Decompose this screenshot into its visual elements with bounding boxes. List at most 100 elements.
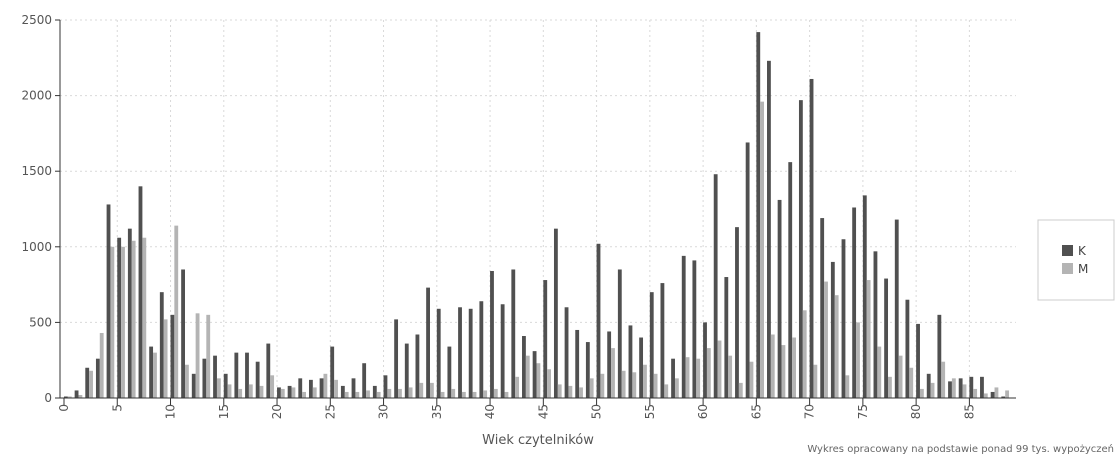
bar-k-age-11 bbox=[181, 269, 185, 398]
bar-m-age-67 bbox=[781, 345, 786, 398]
bar-k-age-40 bbox=[490, 270, 494, 398]
bar-m-age-6 bbox=[131, 240, 136, 398]
bar-k-age-69 bbox=[798, 100, 803, 398]
x-tick-label: 85 bbox=[962, 404, 976, 419]
bar-k-age-47 bbox=[564, 307, 569, 398]
x-tick-label: 25 bbox=[323, 404, 337, 419]
bar-m-age-22 bbox=[302, 391, 306, 398]
bar-k-age-4 bbox=[106, 204, 111, 398]
bar-m-age-5 bbox=[121, 246, 125, 398]
bar-m-age-19 bbox=[270, 375, 275, 398]
bar-m-age-13 bbox=[206, 314, 211, 398]
bar-m-age-57 bbox=[674, 378, 679, 398]
bar-m-age-9 bbox=[163, 319, 168, 398]
bar-k-age-87 bbox=[990, 391, 995, 398]
bar-m-age-59 bbox=[696, 358, 701, 398]
bar-k-age-23 bbox=[308, 379, 313, 398]
bar-k-age-59 bbox=[692, 260, 697, 398]
y-tick-label: 2500 bbox=[21, 13, 52, 27]
bar-m-age-86 bbox=[983, 393, 988, 398]
bar-k-age-34 bbox=[426, 287, 430, 398]
x-tick-label: 0 bbox=[57, 404, 71, 412]
bar-m-age-16 bbox=[238, 388, 243, 398]
bar-k-age-65 bbox=[756, 32, 761, 398]
bar-k-age-19 bbox=[266, 343, 271, 398]
bar-m-age-62 bbox=[728, 355, 733, 398]
x-tick-label: 40 bbox=[483, 404, 497, 419]
bar-m-age-53 bbox=[632, 372, 637, 398]
bar-m-age-47 bbox=[568, 385, 573, 398]
bar-k-age-56 bbox=[660, 283, 665, 398]
bar-m-age-80 bbox=[919, 388, 924, 398]
bar-k-age-84 bbox=[958, 378, 963, 398]
y-tick-label: 2000 bbox=[21, 89, 52, 103]
bar-k-age-80 bbox=[916, 323, 920, 398]
x-tick-label: 15 bbox=[217, 404, 231, 419]
legend: K M bbox=[1037, 219, 1115, 301]
bar-k-age-86 bbox=[980, 376, 984, 398]
bar-m-age-7 bbox=[142, 237, 147, 398]
bar-k-age-2 bbox=[85, 367, 90, 398]
bar-k-age-45 bbox=[543, 280, 548, 398]
bar-m-age-17 bbox=[248, 384, 253, 398]
bar-k-age-58 bbox=[681, 255, 686, 398]
bar-k-age-77 bbox=[884, 278, 889, 398]
x-tick-label: 10 bbox=[164, 404, 178, 419]
bar-m-age-48 bbox=[579, 387, 583, 398]
x-tick-label: 55 bbox=[643, 404, 657, 419]
y-axis-ticks: 0 500 1000 1500 2000 2500 bbox=[21, 13, 60, 405]
bar-m-age-64 bbox=[749, 361, 754, 398]
bar-m-age-2 bbox=[89, 370, 93, 398]
bar-k-age-76 bbox=[873, 251, 878, 398]
bar-m-age-84 bbox=[962, 384, 967, 398]
legend-swatch-k bbox=[1062, 245, 1073, 256]
bar-k-age-72 bbox=[830, 261, 835, 398]
bar-k-age-54 bbox=[639, 337, 644, 398]
bar-m-age-8 bbox=[153, 352, 157, 398]
bar-m-age-78 bbox=[898, 355, 903, 398]
bar-k-age-22 bbox=[298, 378, 303, 398]
y-tick-label: 1000 bbox=[21, 240, 52, 254]
bar-m-age-30 bbox=[387, 388, 392, 398]
bar-m-age-51 bbox=[611, 348, 615, 398]
bar-m-age-15 bbox=[227, 384, 232, 398]
bar-m-age-27 bbox=[355, 391, 360, 398]
x-tick-label: 50 bbox=[590, 404, 604, 419]
bar-m-age-55 bbox=[653, 373, 658, 398]
bar-m-age-21 bbox=[291, 387, 296, 398]
bar-m-age-24 bbox=[323, 373, 328, 398]
bar-k-age-43 bbox=[522, 336, 526, 398]
bar-k-age-83 bbox=[948, 381, 952, 398]
bar-k-age-32 bbox=[404, 343, 409, 398]
bar-m-age-26 bbox=[344, 391, 349, 398]
bar-m-age-68 bbox=[792, 337, 796, 398]
x-tick-label: 60 bbox=[696, 404, 710, 419]
bar-m-age-37 bbox=[461, 391, 466, 398]
x-tick-label: 70 bbox=[803, 404, 817, 419]
bar-k-age-24 bbox=[319, 378, 324, 398]
bar-k-age-5 bbox=[117, 237, 122, 398]
bar-m-age-14 bbox=[216, 378, 221, 398]
bar-k-age-49 bbox=[585, 342, 590, 398]
bar-k-age-85 bbox=[969, 376, 974, 398]
bar-k-age-53 bbox=[628, 325, 633, 398]
bar-k-age-6 bbox=[127, 228, 132, 398]
bar-k-age-21 bbox=[287, 385, 292, 398]
bar-k-age-50 bbox=[596, 243, 601, 398]
bar-m-age-0 bbox=[67, 396, 72, 398]
bar-m-age-29 bbox=[376, 391, 381, 398]
bar-k-age-64 bbox=[745, 142, 750, 398]
bar-k-age-7 bbox=[138, 186, 143, 398]
bar-m-age-85 bbox=[973, 388, 978, 398]
x-tick-label: 80 bbox=[909, 404, 923, 419]
bar-m-age-20 bbox=[280, 388, 285, 398]
bar-k-age-29 bbox=[372, 385, 377, 398]
bar-k-age-67 bbox=[777, 199, 782, 398]
bar-m-age-41 bbox=[504, 391, 509, 398]
bar-k-age-70 bbox=[809, 78, 814, 398]
bar-k-age-15 bbox=[223, 373, 228, 398]
bar-m-age-3 bbox=[99, 332, 104, 398]
bar-m-age-69 bbox=[802, 310, 807, 398]
bar-m-age-18 bbox=[259, 385, 264, 398]
